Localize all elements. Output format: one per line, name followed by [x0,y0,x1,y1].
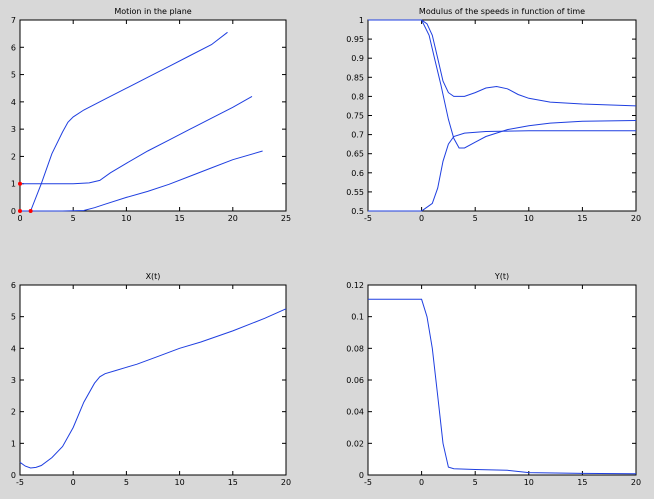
x-tick-label: 5 [71,214,76,223]
x-tick-label: 25 [281,214,291,223]
x-tick-label: 10 [524,478,534,487]
y-tick-label: 0.95 [346,35,364,44]
x-tick-label: 10 [121,214,131,223]
y-tick-label: 0.85 [346,73,364,82]
y-tick-label: 5 [11,313,16,322]
chart-title: Modulus of the speeds in function of tim… [419,7,585,16]
y-tick-label: 3 [11,125,16,134]
x-tick-label: 15 [228,478,238,487]
axes-frame [19,284,287,476]
series-line-3 [368,130,636,212]
axes-frame [367,19,637,212]
y-tick-label: 0.02 [346,439,364,448]
start-point-marker [18,181,22,186]
x-tick-label: -5 [16,478,24,487]
y-tick-label: 0.12 [346,281,364,290]
series-line-1 [19,308,287,469]
y-tick-label: 0.06 [346,376,364,385]
y-tick-label: 2 [11,408,16,417]
x-tick-label: 15 [577,478,587,487]
series-line-3 [20,150,263,212]
x-tick-label: 10 [524,214,534,223]
series-line-1 [368,19,637,107]
y-tick-label: 3 [11,376,16,385]
chart-title: Motion in the plane [114,7,191,16]
y-tick-label: 6 [11,43,16,52]
plot-motion-in-the-plane: Motion in the plane 0 5 10 15 20 25 0 1 2 3 4 5 6 7 [11,7,291,223]
start-point-marker [18,209,22,213]
series-line-2 [368,19,637,149]
y-tick-label: 0 [359,471,364,480]
x-tick-label: 5 [124,478,129,487]
x-tick-label: 0 [419,214,424,223]
axes-frame [19,19,287,212]
y-tick-label: 0.5 [351,207,364,216]
chart-title: X(t) [146,272,161,281]
y-tick-label: 1 [11,439,16,448]
y-tick-label: 0.08 [346,344,364,353]
y-tick-label: 4 [11,98,16,107]
x-tick-label: 20 [228,214,238,223]
x-tick-label: 0 [17,214,22,223]
x-tick-label: 15 [577,214,587,223]
series-line-1 [368,298,637,475]
start-point-marker [28,209,33,213]
y-tick-label: 7 [11,16,16,25]
x-tick-label: 20 [281,478,291,487]
y-tick-label: 2 [11,152,16,161]
y-tick-label: 0.04 [346,408,364,417]
y-tick-label: 0.8 [351,92,364,101]
x-tick-label: 10 [175,478,185,487]
x-tick-label: -5 [364,214,372,223]
y-tick-label: 0.65 [346,150,364,159]
y-tick-label: 0.75 [346,112,364,121]
y-tick-label: 0.55 [346,188,364,197]
y-tick-label: 0 [11,471,16,480]
x-tick-label: 20 [631,478,641,487]
y-tick-label: 0.6 [351,169,364,178]
x-tick-label: -5 [364,478,372,487]
plot-speed-modulus: Modulus of the speeds in function of tim… [346,7,641,223]
y-tick-label: 1 [11,180,16,189]
y-tick-label: 0 [11,207,16,216]
axes-frame [367,284,637,476]
y-tick-label: 6 [11,281,16,290]
x-tick-label: 5 [473,214,478,223]
x-tick-label: 0 [71,478,76,487]
y-tick-label: 5 [11,71,16,80]
y-tick-label: 0.9 [351,54,364,63]
chart-title: Y(t) [494,272,509,281]
x-tick-label: 0 [419,478,424,487]
x-tick-label: 5 [473,478,478,487]
y-tick-label: 4 [11,344,16,353]
y-tick-label: 1 [359,16,364,25]
series-line-1 [30,31,228,212]
series-line-2 [20,95,253,185]
y-tick-label: 0.7 [351,131,364,140]
x-tick-label: 20 [631,214,641,223]
x-tick-label: 15 [175,214,185,223]
y-tick-label: 0.1 [351,313,364,322]
